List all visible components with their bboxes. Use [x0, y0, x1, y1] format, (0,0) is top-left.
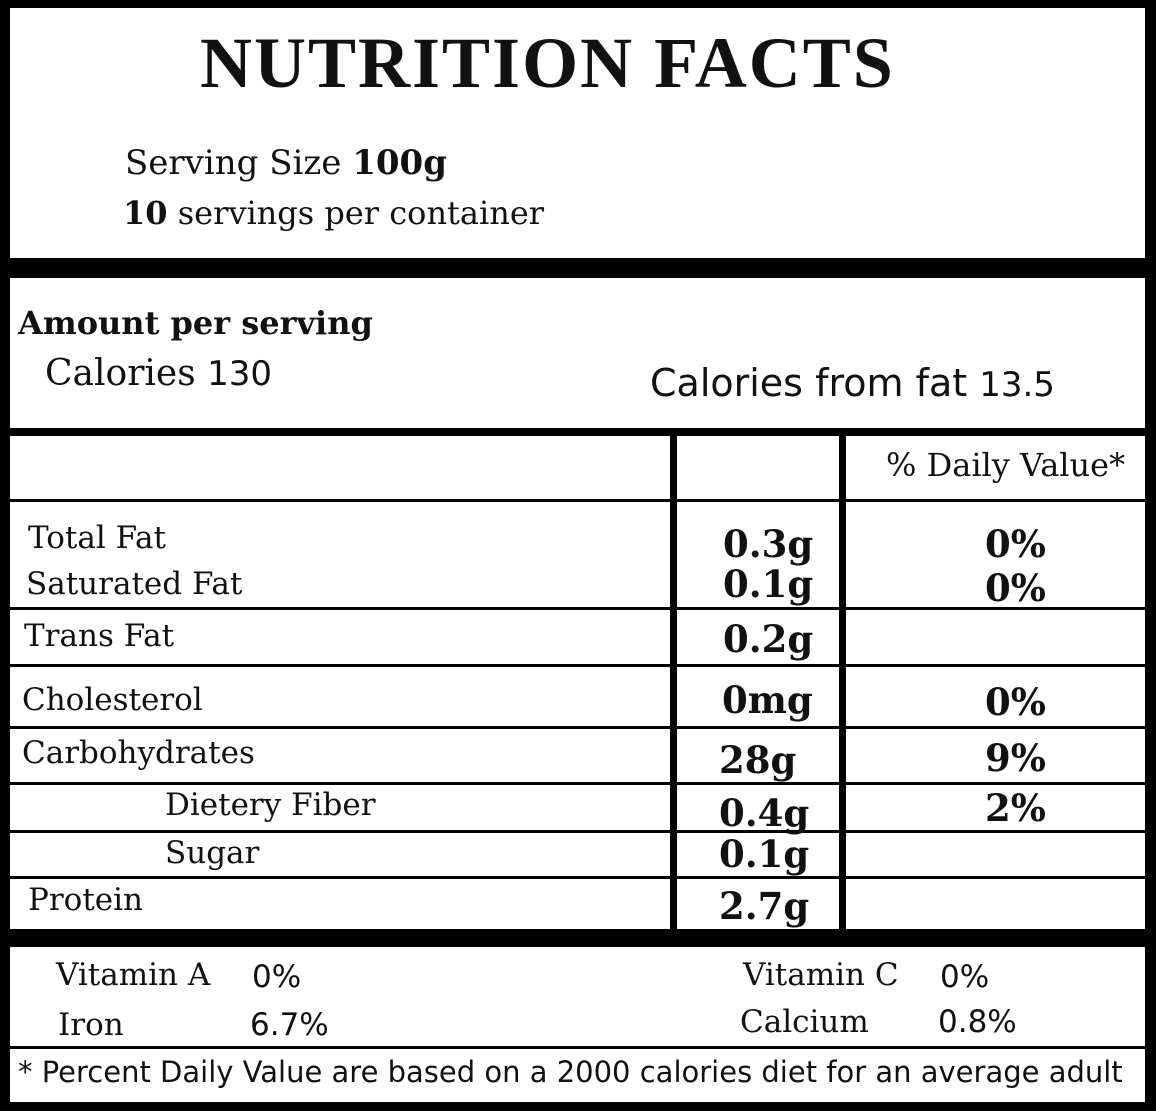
- row-divider: [10, 876, 1145, 879]
- column-divider: [839, 436, 846, 929]
- nutrient-table: % Daily Value* Total Fat 0.3g 0% Saturat…: [10, 436, 1145, 929]
- from-fat-label: Calories from fat: [650, 361, 968, 405]
- table-row-dv: 9%: [985, 736, 1046, 780]
- table-row-label: Carbohydrates: [22, 735, 255, 771]
- table-row-dv: 0%: [985, 522, 1046, 566]
- dv-header: % Daily Value*: [886, 446, 1126, 484]
- vitamin-a-value: 0%: [252, 959, 302, 995]
- footnote: * Percent Daily Value are based on a 200…: [18, 1055, 1123, 1089]
- vitamins-panel: Vitamin A 0% Iron 6.7% Vitamin C 0% Calc…: [10, 947, 1145, 1046]
- table-row-amount: 0.2g: [723, 617, 814, 661]
- row-divider: [10, 782, 1145, 785]
- row-divider: [10, 726, 1145, 729]
- table-row-label: Trans Fat: [24, 618, 175, 654]
- table-row-dv: 0%: [985, 566, 1046, 610]
- table-row-amount: 0.1g: [719, 832, 810, 876]
- calories-panel: Amount per serving Calories 130 Calories…: [10, 278, 1145, 428]
- table-row-label: Dietery Fiber: [165, 787, 376, 823]
- row-divider: [10, 830, 1145, 833]
- calories-value: 130: [207, 354, 273, 394]
- table-row-label: Sugar: [165, 835, 260, 871]
- amount-per-serving: Amount per serving: [18, 304, 373, 342]
- table-row-amount: 0.3g: [723, 522, 814, 566]
- vitamin-c-value: 0%: [940, 959, 990, 995]
- column-divider: [670, 436, 677, 929]
- calories-from-fat: Calories from fat 13.5: [650, 361, 1055, 405]
- vitamin-a-label: Vitamin A: [56, 957, 211, 993]
- row-divider: [10, 664, 1145, 667]
- servings-count: 10: [123, 194, 168, 232]
- from-fat-value: 13.5: [979, 365, 1055, 405]
- row-divider: [10, 499, 1145, 502]
- table-row-dv: 0%: [985, 680, 1046, 724]
- calories-label: Calories: [45, 353, 196, 394]
- calories-line: Calories 130: [45, 353, 272, 394]
- calcium-value: 0.8%: [938, 1004, 1017, 1040]
- servings-per-container: 10 servings per container: [123, 194, 544, 232]
- table-row-amount: 28g: [719, 738, 797, 782]
- serving-size-label: Serving Size: [125, 143, 342, 183]
- table-row-amount: 0.4g: [719, 791, 810, 835]
- table-row-amount: 0mg: [722, 678, 813, 722]
- iron-value: 6.7%: [250, 1007, 329, 1043]
- row-divider: [10, 607, 1145, 610]
- serving-size: Serving Size 100g: [125, 143, 447, 183]
- footnote-panel: * Percent Daily Value are based on a 200…: [10, 1049, 1145, 1102]
- table-row-dv: 2%: [985, 786, 1046, 830]
- table-row-amount: 2.7g: [719, 884, 810, 928]
- table-row-label: Saturated Fat: [26, 566, 243, 602]
- calcium-label: Calcium: [740, 1004, 869, 1040]
- serving-size-value: 100g: [352, 143, 447, 183]
- iron-label: Iron: [58, 1007, 124, 1043]
- header-panel: NUTRITION FACTS Serving Size 100g 10 ser…: [10, 8, 1145, 258]
- table-row-label: Cholesterol: [22, 682, 203, 718]
- table-row-label: Protein: [28, 882, 144, 918]
- servings-label: servings per container: [177, 194, 545, 232]
- table-row-label: Total Fat: [28, 520, 166, 556]
- page-title: NUTRITION FACTS: [200, 23, 895, 103]
- vitamin-c-label: Vitamin C: [743, 957, 899, 993]
- table-row-amount: 0.1g: [723, 562, 814, 606]
